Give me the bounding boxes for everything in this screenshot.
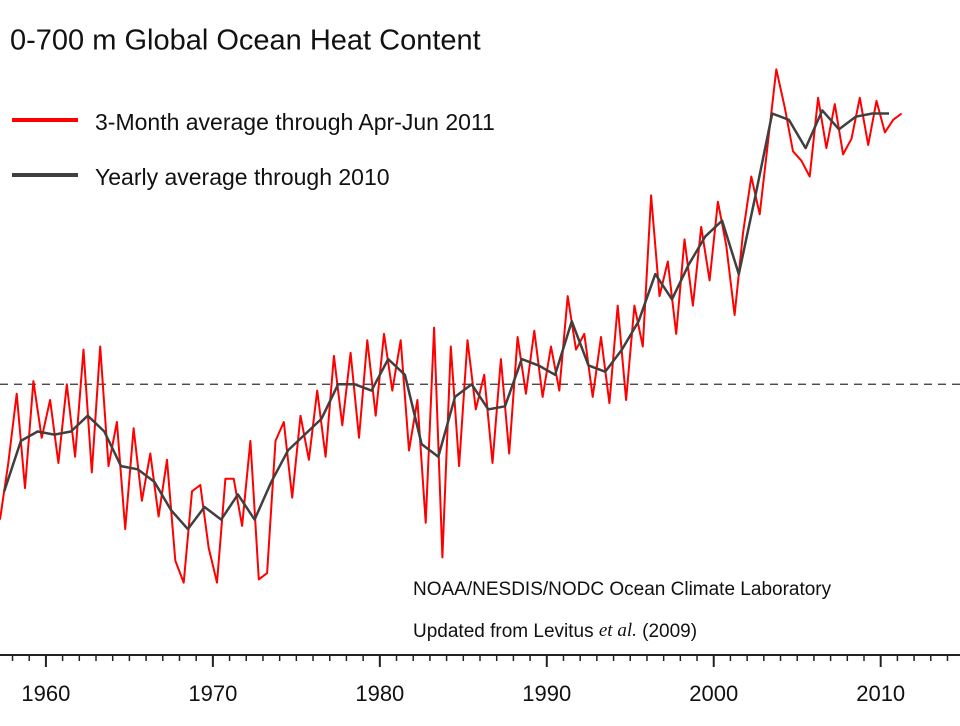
x-tick-label: 1980: [355, 681, 404, 706]
x-tick-label: 1990: [522, 681, 571, 706]
credit: NOAA/NESDIS/NODC Ocean Climate Laborator…: [413, 579, 832, 600]
x-tick-label: 1970: [188, 681, 237, 706]
data-line: [0, 68, 903, 584]
legend-label: Yearly average through 2010: [95, 164, 390, 190]
credit-text: (2009): [642, 621, 697, 642]
credit: Updated from Levitus et al. (2009): [413, 620, 697, 642]
x-tick-label: 2010: [856, 681, 905, 706]
credit-text: Updated from Levitus: [413, 621, 594, 642]
data-line: [3, 109, 889, 531]
legend-label: 3-Month average through Apr-Jun 2011: [95, 109, 495, 135]
x-tick-label: 1960: [21, 681, 70, 706]
chart-title: 0-700 m Global Ocean Heat Content: [10, 25, 481, 57]
credit-italic: et al.: [599, 620, 637, 641]
x-tick-label: 2000: [689, 681, 738, 706]
